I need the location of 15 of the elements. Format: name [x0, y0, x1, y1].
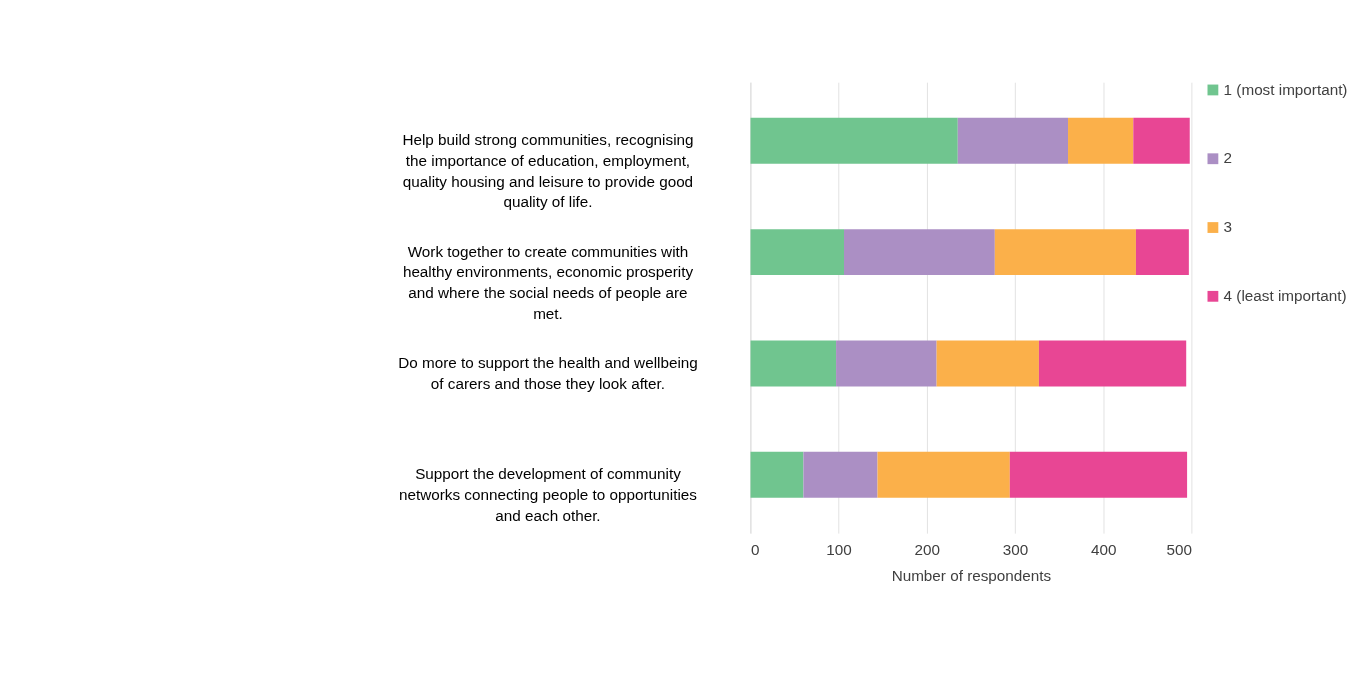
y-tick-label: Help build strong communities, recognising the importance of education, employment, quality housing and leisure to provide good quality of life.	[402, 131, 694, 211]
x-tick-label: 200	[914, 541, 941, 559]
y-tick-label: Support the development of community networks connecting people to opportunities and each other.	[399, 465, 698, 524]
x-tick-label: 500	[1166, 541, 1192, 559]
x-tick-label: 400	[1090, 541, 1117, 559]
x-tick-label: 0	[750, 541, 760, 559]
legend-label: 2	[1223, 149, 1233, 167]
x-axis-title: Number of respondents	[891, 567, 1052, 585]
y-tick-label: Work together to create communities with healthy environments, economic prosperity and where the social needs of people are met.	[402, 242, 694, 322]
legend-label: 4 (least important)	[1223, 286, 1347, 304]
x-tick-label: 300	[1002, 541, 1029, 559]
y-tick-label: Do more to support the health and wellbeing of carers and those they look after.	[398, 354, 698, 392]
legend-label: 3	[1223, 218, 1233, 236]
x-tick-label: 100	[826, 541, 852, 559]
legend-label: 1 (most important)	[1223, 80, 1348, 98]
